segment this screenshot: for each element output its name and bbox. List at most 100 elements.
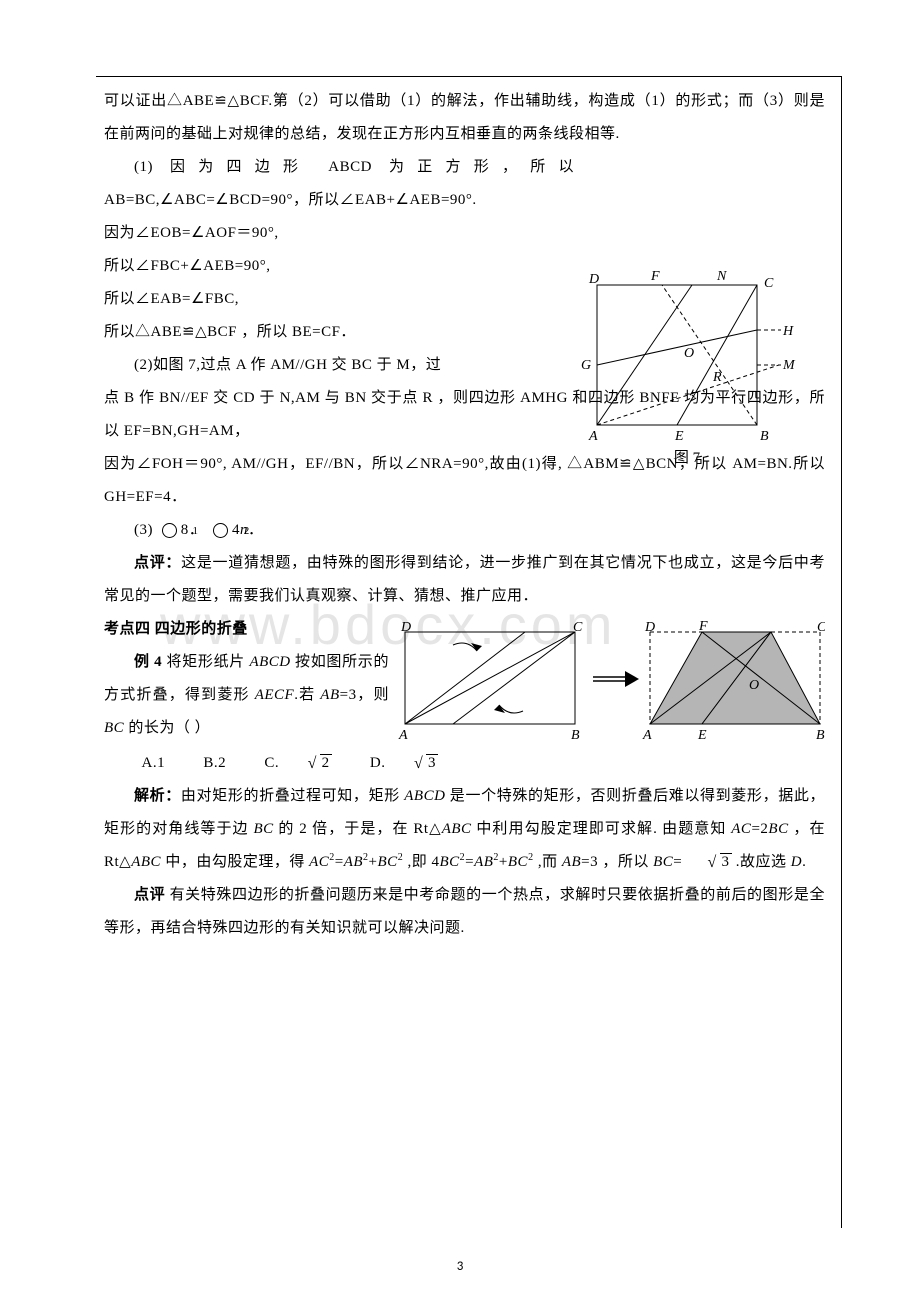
ai14: BC — [653, 854, 673, 870]
svg-text:C: C — [764, 276, 774, 291]
svg-text:M: M — [782, 358, 796, 373]
circled-1-icon: 1 — [162, 523, 177, 538]
svg-text:O: O — [749, 678, 759, 693]
e4-aecf: AECF — [255, 687, 295, 703]
circled-2-icon: 2 — [213, 523, 228, 538]
ai10: BC — [439, 854, 459, 870]
figure-7-svg: D F N C H M G O R A E B — [567, 265, 807, 450]
svg-text:A: A — [642, 728, 652, 743]
e4p5: 的长为（ ） — [124, 720, 210, 736]
svg-text:O: O — [684, 346, 694, 361]
options: A.1 B.2 C.2 D.3 — [104, 747, 825, 780]
example4-label: 例 4 — [134, 654, 162, 670]
ai1: ABCD — [404, 788, 445, 804]
line-abe: 所以△ABE≌△BCF ，所以 BE=CF． — [104, 316, 574, 349]
section-4-block: D C A B — [104, 613, 825, 747]
answer3-b-tail: ． — [248, 522, 264, 538]
svg-text:E: E — [697, 728, 707, 743]
a1: 由对矩形的折叠过程可知，矩形 — [181, 788, 404, 804]
paragraph-7a: (2)如图 7,过点 A 作 AM//GH 交 BC 于 M，过 — [104, 349, 574, 382]
a-sqrt3: 3 — [720, 853, 732, 870]
answer3-a: 8． — [181, 522, 205, 538]
main-content: 可以证出△ABE≌△BCF.第（2）可以借助（1）的解法，作出辅助线，构造成（1… — [104, 85, 825, 945]
line-eab: 所以∠EAB=∠FBC, — [104, 283, 574, 316]
a7: 中，由勾股定理，得 — [161, 854, 309, 870]
a10: ,即 4 — [403, 854, 439, 870]
a16: .故应选 — [732, 854, 791, 870]
ai15: D — [791, 854, 802, 870]
paragraph-2: (1) 因为四边形 ABCD 为正方形，所以 AB=BC,∠ABC=∠BCD=9… — [104, 151, 574, 217]
comment1-label: 点评： — [134, 555, 181, 571]
fold-figure-svg: D C A B — [395, 617, 825, 745]
a3: 的 2 倍，于是，在 Rt△ — [274, 821, 442, 837]
svg-text:F: F — [698, 619, 708, 634]
line-fbc: 所以∠FBC+∠AEB=90°, — [104, 250, 574, 283]
comment1-text: 这是一道猜想题，由特殊的图形得到结论，进一步推广到在其它情况下也成立，这是今后中… — [104, 555, 825, 604]
a14: =3 ，所以 — [581, 854, 653, 870]
svg-text:D: D — [400, 620, 411, 635]
ai6: ABC — [131, 854, 161, 870]
svg-text:D: D — [588, 272, 599, 287]
svg-text:C: C — [817, 620, 825, 635]
answer3-b: 4 — [232, 522, 240, 538]
e4-abcd: ABCD — [249, 654, 290, 670]
svg-text:C: C — [573, 620, 583, 635]
paragraph-1: 可以证出△ABE≌△BCF.第（2）可以借助（1）的解法，作出辅助线，构造成（1… — [104, 85, 825, 151]
svg-text:B: B — [571, 728, 580, 743]
sqrt-icon: 3 — [385, 747, 438, 780]
ai11: AB — [474, 854, 493, 870]
narrow-text-block: (1) 因为四边形 ABCD 为正方形，所以 AB=BC,∠ABC=∠BCD=9… — [104, 151, 574, 382]
fold-figure-wrap: D C A B — [395, 617, 825, 747]
answer3-b-var: n — [240, 522, 248, 538]
a5: =2 — [751, 821, 768, 837]
sqrt-icon: 2 — [279, 747, 332, 780]
e4-ab: AB — [320, 687, 339, 703]
a9: + — [369, 854, 378, 870]
sqrt-icon: 3 — [687, 846, 732, 879]
ai3: ABC — [442, 821, 472, 837]
figure-7-caption: 图 7 — [567, 442, 807, 475]
optA: 1 — [157, 755, 165, 771]
comment2-text: 有关特殊四边形的折叠问题历来是中考命题的一个热点，求解时只要依据折叠的前后的图形… — [104, 887, 825, 936]
page-frame: 可以证出△ABE≌△BCF.第（2）可以借助（1）的解法，作出辅助线，构造成（1… — [96, 76, 842, 1228]
ai9: BC — [378, 854, 398, 870]
svg-text:D: D — [644, 620, 655, 635]
optB-label: B. — [203, 755, 218, 771]
svg-text:R: R — [712, 370, 722, 385]
e4p1: 将矩形纸片 — [162, 654, 249, 670]
a12: + — [499, 854, 508, 870]
svg-text:B: B — [816, 728, 825, 743]
a13: ,而 — [534, 854, 562, 870]
a4: 中利用勾股定理即可求解. 由题意知 — [472, 821, 732, 837]
a8: = — [335, 854, 344, 870]
svg-text:G: G — [581, 358, 591, 373]
optA-label: A. — [142, 755, 158, 771]
ai8: AB — [344, 854, 363, 870]
figure-7: D F N C H M G O R A E B 图 7 — [567, 265, 807, 475]
page-number: 3 — [457, 1259, 464, 1274]
optB: 2 — [218, 755, 226, 771]
a11: = — [465, 854, 474, 870]
comment-1: 点评：这是一道猜想题，由特殊的图形得到结论，进一步推广到在其它情况下也成立，这是… — [104, 547, 825, 613]
ai12: BC — [508, 854, 528, 870]
svg-text:A: A — [398, 728, 408, 743]
line-eob: 因为∠EOB=∠AOF＝90°, — [104, 217, 574, 250]
ai2: BC — [253, 821, 273, 837]
e4-bc: BC — [104, 720, 124, 736]
answer-3: (3) 1 8． 2 4n． — [104, 514, 825, 547]
comment-2: 点评 有关特殊四边形的折叠问题历来是中考命题的一个热点，求解时只要依据折叠的前后… — [104, 879, 825, 945]
analysis: 解析：由对矩形的折叠过程可知，矩形 ABCD 是一个特殊的矩形，否则折叠后难以得… — [104, 780, 825, 879]
e4p3: .若 — [294, 687, 320, 703]
optD: 3 — [426, 754, 438, 771]
ai7: AC — [309, 854, 329, 870]
e4p4: =3，则 — [340, 687, 389, 703]
svg-text:N: N — [716, 269, 727, 284]
ai5: BC — [768, 821, 788, 837]
a17: . — [802, 854, 806, 870]
comment2-label: 点评 — [134, 887, 165, 903]
answer3-label: (3) — [134, 522, 153, 538]
analysis-label: 解析： — [134, 788, 181, 804]
ai13: AB — [562, 854, 581, 870]
svg-text:F: F — [650, 269, 660, 284]
ai4: AC — [731, 821, 751, 837]
